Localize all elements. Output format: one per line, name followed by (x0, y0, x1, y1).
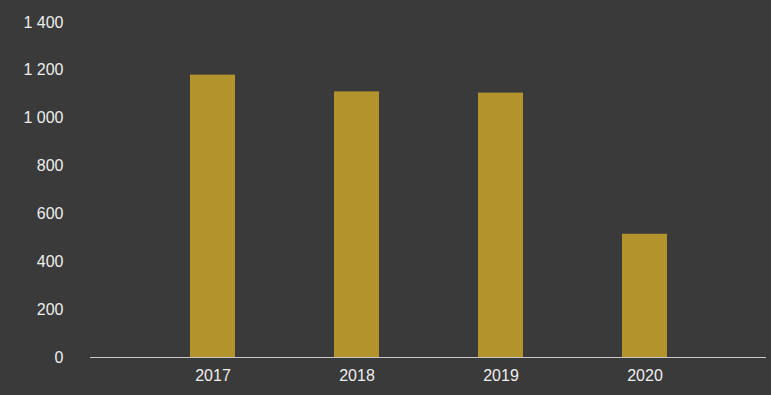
svg-text:0: 0 (55, 349, 64, 366)
svg-text:800: 800 (37, 157, 64, 174)
svg-text:600: 600 (37, 205, 64, 222)
svg-text:2017: 2017 (195, 367, 231, 384)
svg-text:1 400: 1 400 (23, 14, 63, 31)
svg-text:1 000: 1 000 (23, 109, 63, 126)
svg-text:2018: 2018 (339, 367, 375, 384)
svg-text:400: 400 (37, 253, 64, 270)
svg-text:200: 200 (37, 301, 64, 318)
svg-text:1 200: 1 200 (23, 61, 63, 78)
svg-text:2020: 2020 (627, 367, 663, 384)
svg-text:2019: 2019 (483, 367, 519, 384)
